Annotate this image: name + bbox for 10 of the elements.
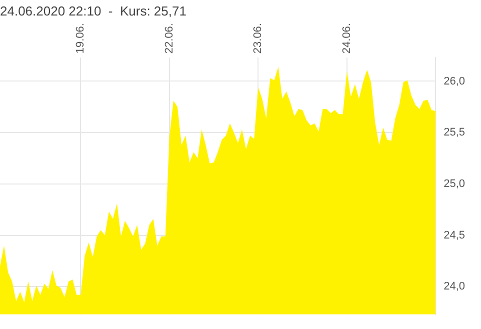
- y-tick-label: 24,0: [444, 280, 466, 293]
- y-tick-label: 24,5: [444, 229, 466, 242]
- chart-title: 24.06.2020 22:10 - Kurs: 25,71: [0, 3, 186, 18]
- y-tick-label: 26,0: [444, 75, 466, 88]
- x-tick-label: 22.06.: [163, 23, 176, 54]
- x-tick-label: 19.06.: [74, 23, 87, 54]
- y-tick-label: 25,5: [444, 126, 466, 139]
- x-tick-label: 24.06.: [340, 23, 353, 54]
- x-tick-label: 23.06.: [252, 23, 264, 54]
- y-tick-label: 25,0: [444, 178, 466, 190]
